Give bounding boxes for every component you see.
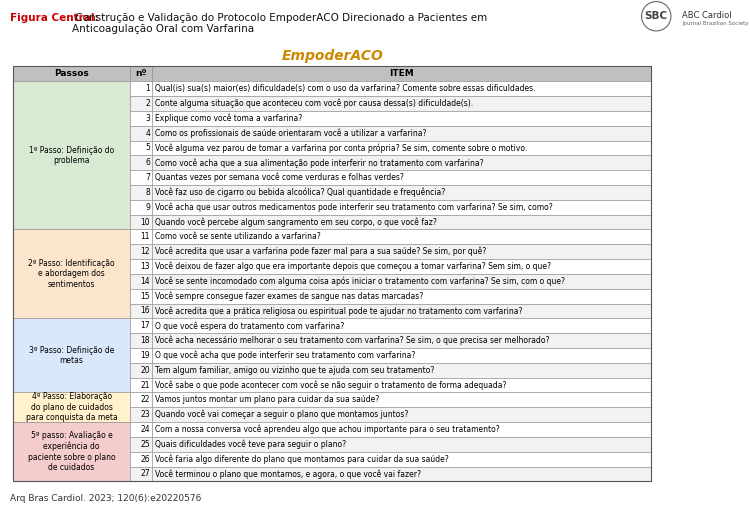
Text: 22: 22 bbox=[140, 396, 150, 404]
Text: 5º passo: Avaliação e
experiência do
paciente sobre o plano
de cuidados: 5º passo: Avaliação e experiência do pac… bbox=[28, 431, 116, 472]
Text: Você faria algo diferente do plano que montamos para cuidar da sua saúde?: Você faria algo diferente do plano que m… bbox=[155, 454, 449, 464]
Text: Você deixou de fazer algo que era importante depois que começou a tomar varfarin: Você deixou de fazer algo que era import… bbox=[155, 262, 551, 271]
Text: 24: 24 bbox=[140, 425, 150, 434]
Text: Conte alguma situação que aconteceu com você por causa dessa(s) dificuldade(s).: Conte alguma situação que aconteceu com … bbox=[155, 99, 473, 108]
Text: Com a nossa conversa você aprendeu algo que achou importante para o seu tratamen: Com a nossa conversa você aprendeu algo … bbox=[155, 425, 500, 434]
Text: 7: 7 bbox=[146, 173, 150, 182]
Text: 10: 10 bbox=[140, 218, 150, 226]
Text: ABC Cardiol: ABC Cardiol bbox=[682, 11, 732, 20]
Text: EmpoderACO: EmpoderACO bbox=[281, 49, 383, 62]
Text: 15: 15 bbox=[140, 292, 150, 300]
Text: Você faz uso de cigarro ou bebida alcoólica? Qual quantidade e frequência?: Você faz uso de cigarro ou bebida alcoól… bbox=[155, 188, 446, 197]
Text: 8: 8 bbox=[146, 188, 150, 197]
Text: Você sempre consegue fazer exames de sangue nas datas marcadas?: Você sempre consegue fazer exames de san… bbox=[155, 291, 424, 301]
Text: ITEM: ITEM bbox=[389, 69, 414, 78]
Text: 12: 12 bbox=[140, 247, 150, 256]
Text: Vamos juntos montar um plano para cuidar da sua saúde?: Vamos juntos montar um plano para cuidar… bbox=[155, 396, 380, 404]
Text: 3º Passo: Definição de
metas: 3º Passo: Definição de metas bbox=[29, 346, 114, 365]
Text: Você acredita que a prática religiosa ou espiritual pode te ajudar no tratamento: Você acredita que a prática religiosa ou… bbox=[155, 306, 523, 316]
Text: Passos: Passos bbox=[54, 69, 89, 78]
Text: 11: 11 bbox=[140, 233, 150, 241]
Text: O que você espera do tratamento com varfarina?: O que você espera do tratamento com varf… bbox=[155, 321, 344, 331]
Text: 20: 20 bbox=[140, 366, 150, 375]
Text: Journal Brazilian Society of Cardiology: Journal Brazilian Society of Cardiology bbox=[682, 21, 750, 27]
Text: 4: 4 bbox=[146, 129, 150, 137]
Text: Você se sente incomodado com alguma coisa após iniciar o tratamento com varfarin: Você se sente incomodado com alguma cois… bbox=[155, 276, 566, 286]
Text: 9: 9 bbox=[146, 203, 150, 212]
Text: 16: 16 bbox=[140, 307, 150, 315]
Text: Você terminou o plano que montamos, e agora, o que você vai fazer?: Você terminou o plano que montamos, e ag… bbox=[155, 469, 422, 479]
Text: 4º Passo: Elaboração
do plano de cuidados
para conquista da meta: 4º Passo: Elaboração do plano de cuidado… bbox=[26, 392, 118, 422]
Text: 19: 19 bbox=[140, 351, 150, 360]
Text: Quantas vezes por semana você come verduras e folhas verdes?: Quantas vezes por semana você come verdu… bbox=[155, 173, 404, 182]
Text: 14: 14 bbox=[140, 277, 150, 286]
Text: Como os profissionais de saúde orientaram você a utilizar a varfarina?: Como os profissionais de saúde orientara… bbox=[155, 128, 427, 138]
Text: 27: 27 bbox=[140, 470, 150, 478]
Text: 18: 18 bbox=[140, 336, 150, 345]
Text: Você alguma vez parou de tomar a varfarina por conta própria? Se sim, comente so: Você alguma vez parou de tomar a varfari… bbox=[155, 143, 527, 153]
Text: 6: 6 bbox=[146, 158, 150, 167]
Text: Quando você percebe algum sangramento em seu corpo, o que você faz?: Quando você percebe algum sangramento em… bbox=[155, 217, 437, 227]
Text: 21: 21 bbox=[140, 381, 150, 389]
Text: 13: 13 bbox=[140, 262, 150, 271]
Text: Como você acha que a sua alimentação pode interferir no tratamento com varfarina: Como você acha que a sua alimentação pod… bbox=[155, 158, 484, 168]
Text: Qual(is) sua(s) maior(es) dificuldade(s) com o uso da varfarina? Comente sobre e: Qual(is) sua(s) maior(es) dificuldade(s)… bbox=[155, 84, 536, 93]
Text: Você acha necessário melhorar o seu tratamento com varfarina? Se sim, o que prec: Você acha necessário melhorar o seu trat… bbox=[155, 336, 550, 345]
Text: O que você acha que pode interferir seu tratamento com varfarina?: O que você acha que pode interferir seu … bbox=[155, 351, 416, 360]
Text: nº: nº bbox=[135, 69, 147, 78]
Text: Figura Central:: Figura Central: bbox=[10, 13, 98, 23]
Text: 5: 5 bbox=[146, 144, 150, 152]
Text: 25: 25 bbox=[140, 440, 150, 449]
Text: 1º Passo: Definição do
problema: 1º Passo: Definição do problema bbox=[29, 146, 114, 165]
Text: Construção e Validação do Protocolo EmpoderACO Direcionado a Pacientes em
Antico: Construção e Validação do Protocolo Empo… bbox=[72, 13, 488, 34]
Text: Arq Bras Cardiol. 2023; 120(6):e20220576: Arq Bras Cardiol. 2023; 120(6):e20220576 bbox=[10, 494, 201, 503]
Text: Tem algum familiar, amigo ou vizinho que te ajuda com seu tratamento?: Tem algum familiar, amigo ou vizinho que… bbox=[155, 366, 435, 375]
Text: 2: 2 bbox=[146, 99, 150, 108]
Text: Quando você vai começar a seguir o plano que montamos juntos?: Quando você vai começar a seguir o plano… bbox=[155, 410, 409, 420]
Text: 26: 26 bbox=[140, 455, 150, 463]
Text: 3: 3 bbox=[146, 114, 150, 123]
Text: Você acha que usar outros medicamentos pode interferir seu tratamento com varfar: Você acha que usar outros medicamentos p… bbox=[155, 202, 553, 212]
Text: 2º Passo: Identificação
e abordagem dos
sentimentos: 2º Passo: Identificação e abordagem dos … bbox=[28, 259, 115, 289]
Text: Você acredita que usar a varfarina pode fazer mal para a sua saúde? Se sim, por : Você acredita que usar a varfarina pode … bbox=[155, 247, 487, 257]
Text: 1: 1 bbox=[146, 84, 150, 93]
Text: Explique como você toma a varfarina?: Explique como você toma a varfarina? bbox=[155, 113, 302, 123]
Text: SBC: SBC bbox=[645, 11, 668, 21]
Text: 17: 17 bbox=[140, 321, 150, 330]
Text: Como você se sente utilizando a varfarina?: Como você se sente utilizando a varfarin… bbox=[155, 233, 321, 241]
Text: Quais dificuldades você teve para seguir o plano?: Quais dificuldades você teve para seguir… bbox=[155, 439, 346, 449]
Text: Você sabe o que pode acontecer com você se não seguir o tratamento de forma adeq: Você sabe o que pode acontecer com você … bbox=[155, 380, 507, 390]
Text: 23: 23 bbox=[140, 410, 150, 419]
